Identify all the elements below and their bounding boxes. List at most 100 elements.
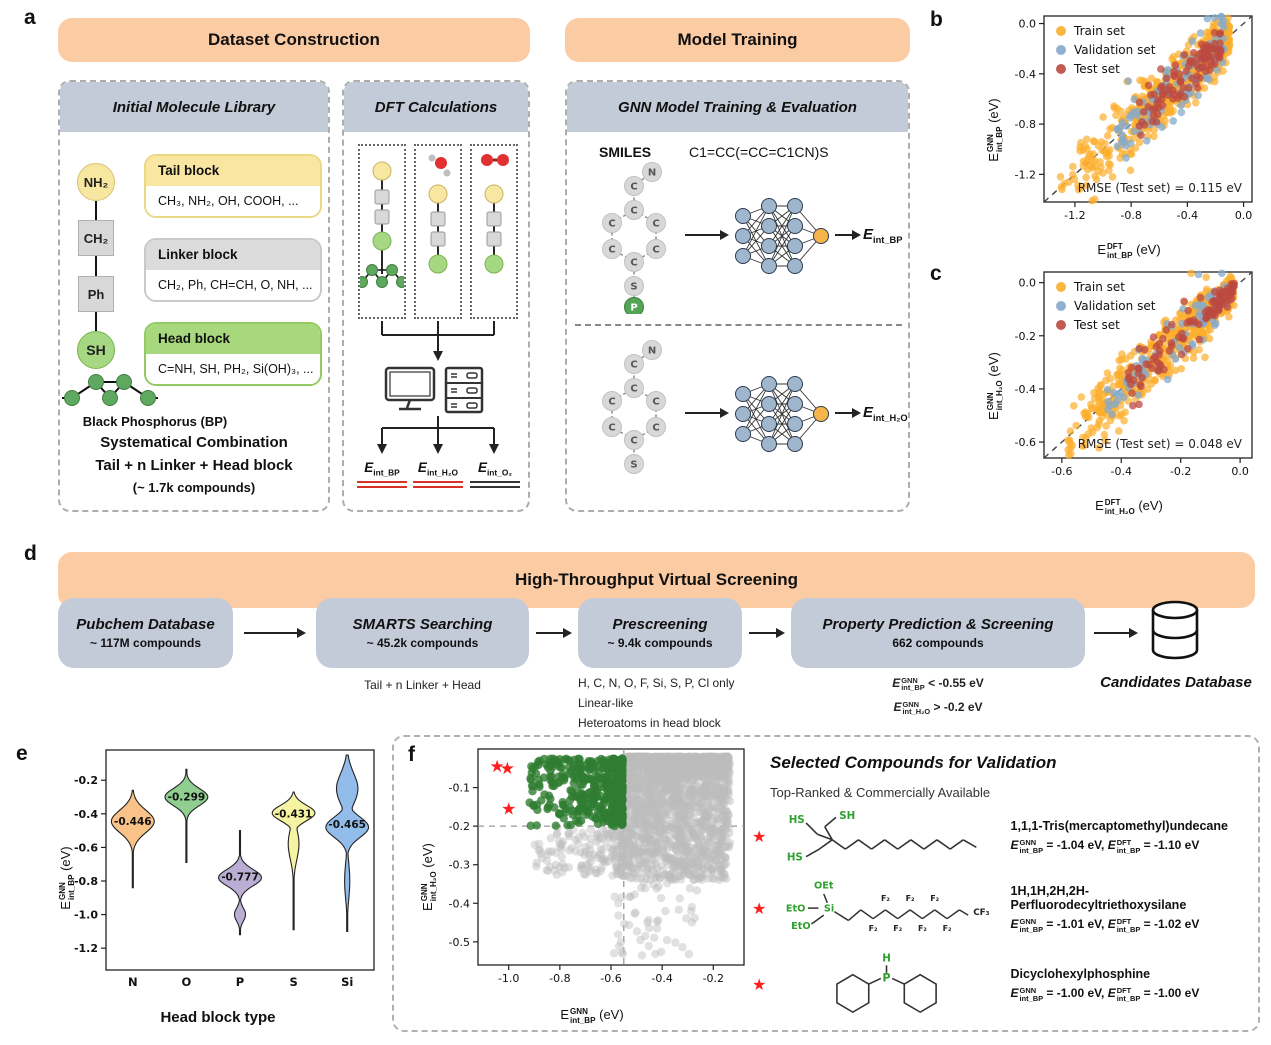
svg-text:C: C bbox=[608, 219, 615, 230]
step-property-prediction: Property Prediction & Screening 662 comp… bbox=[791, 598, 1085, 668]
star-icon: ★ bbox=[752, 901, 767, 918]
panel-f-label: f bbox=[408, 743, 415, 766]
molecule-with-water-icon bbox=[428, 154, 451, 274]
y-axis-label: E GNN int_H₂O (eV) bbox=[419, 843, 438, 911]
chain-linker1-node: CH₂ bbox=[78, 220, 114, 256]
panel-c-label: c bbox=[930, 262, 942, 285]
svg-text:C: C bbox=[652, 397, 659, 408]
svg-text:-0.446: -0.446 bbox=[114, 816, 152, 828]
molecule-with-o2-icon bbox=[481, 154, 509, 274]
step-subtitle: ~ 117M compounds bbox=[89, 636, 202, 650]
step-title: SMARTS Searching bbox=[352, 616, 493, 633]
monitor-icon bbox=[384, 366, 436, 411]
svg-text:C: C bbox=[608, 397, 615, 408]
dft-calculations-panel: DFT Calculations bbox=[342, 80, 530, 512]
step-smarts: SMARTS Searching ~ 45.2k compounds bbox=[316, 598, 529, 668]
molecule-on-bp-icon bbox=[356, 161, 408, 288]
red-underline bbox=[413, 480, 463, 488]
x-axis-label: E DFT int_H₂O (eV) bbox=[1095, 497, 1163, 516]
svg-text:F₂: F₂ bbox=[906, 894, 915, 903]
chain-bond bbox=[95, 201, 97, 220]
svg-text:F₂: F₂ bbox=[869, 924, 878, 933]
criterion-bp: E GNN int_BP < -0.55 eV bbox=[791, 676, 1085, 692]
svg-text:EtO: EtO bbox=[786, 904, 805, 915]
y-axis-label: E GNN int_BP (eV) bbox=[985, 98, 1004, 162]
svg-text:C: C bbox=[608, 423, 615, 434]
arrow-right-icon bbox=[685, 230, 729, 240]
svg-text:Test set: Test set bbox=[1073, 62, 1120, 76]
svg-text:S: S bbox=[630, 282, 637, 293]
prescreening-note-1: H, C, N, O, F, Si, S, P, Cl only bbox=[578, 676, 735, 690]
head-block-items: C=NH, SH, PH₂, Si(OH)₃, ... bbox=[146, 354, 320, 384]
svg-text:N: N bbox=[128, 975, 138, 989]
arrow-right-icon bbox=[685, 408, 729, 418]
row-divider bbox=[575, 324, 902, 326]
database-icon bbox=[1151, 600, 1199, 660]
e-gnn-value: E GNN int_BP = -1.01 eV, bbox=[1010, 916, 1108, 934]
svg-text:★: ★ bbox=[500, 759, 515, 779]
compound-info: Dicyclohexylphosphine E GNN int_BP = -1.00… bbox=[1011, 967, 1254, 1002]
svg-text:Si: Si bbox=[341, 975, 353, 989]
x-axis-label: Head block type bbox=[160, 1009, 276, 1026]
svg-text:-0.6: -0.6 bbox=[1051, 465, 1072, 478]
step-subtitle: ~ 9.4k compounds bbox=[607, 636, 713, 650]
svg-text:-0.4: -0.4 bbox=[1015, 68, 1036, 81]
red-underline bbox=[357, 480, 407, 488]
svg-text:HS: HS bbox=[789, 814, 805, 826]
compound-energies: E GNN int_BP = -1.04 eV, E DFT int_BP = -1.1… bbox=[1011, 838, 1254, 854]
svg-text:P: P bbox=[630, 303, 637, 314]
svg-text:C: C bbox=[630, 384, 637, 395]
svg-text:-0.2: -0.2 bbox=[449, 820, 470, 833]
head-block-violin-chart: -0.2 -0.4 -0.6 -0.8 -1.0 -1.2 N -0.446 O -0.299 P -… bbox=[56, 744, 380, 1001]
gnn-training-panel: GNN Model Training & Evaluation SMILES C… bbox=[565, 80, 910, 512]
svg-text:Train set: Train set bbox=[1073, 24, 1125, 38]
svg-text:P: P bbox=[882, 971, 890, 984]
chain-linker2-node: Ph bbox=[78, 276, 114, 312]
compound-name: Dicyclohexylphosphine bbox=[1010, 967, 1151, 982]
head-block-card: Head block C=NH, SH, PH₂, Si(OH)₃, ... bbox=[144, 322, 322, 386]
svg-text:-0.4: -0.4 bbox=[1015, 383, 1036, 396]
e-int-h2o-criterion: E GNN int_H₂O > -0.2 eV bbox=[893, 699, 983, 717]
e-gnn-value: E GNN int_BP = -1.00 eV, bbox=[1010, 985, 1108, 1003]
smarts-note: Tail + n Linker + Head bbox=[364, 678, 481, 692]
svg-text:C: C bbox=[630, 206, 637, 217]
svg-text:0.0: 0.0 bbox=[1019, 18, 1037, 31]
svg-text:-0.2: -0.2 bbox=[703, 972, 724, 985]
svg-text:-0.2: -0.2 bbox=[74, 774, 98, 787]
svg-text:F₂: F₂ bbox=[918, 924, 927, 933]
gnn-output-e-int-h2o: Eint_H₂O bbox=[863, 404, 908, 423]
compound-structure-2: OEt EtO Si EtO F₂ F₂ F₂ F₂ F₂ F₂ F₂ CF₃ bbox=[786, 881, 990, 933]
e-int-bp-criterion: E GNN int_BP < -0.55 eV bbox=[892, 675, 984, 693]
tail-block-title: Tail block bbox=[146, 156, 320, 186]
svg-text:-0.2: -0.2 bbox=[1170, 465, 1191, 478]
svg-text:-0.4: -0.4 bbox=[1111, 465, 1132, 478]
svg-text:-0.6: -0.6 bbox=[600, 972, 621, 985]
svg-text:Si: Si bbox=[824, 904, 834, 915]
svg-text:-0.465: -0.465 bbox=[328, 819, 366, 831]
panel-d-label: d bbox=[24, 542, 37, 565]
chain-bond bbox=[95, 312, 97, 331]
svg-text:OEt: OEt bbox=[814, 881, 834, 892]
svg-text:Validation set: Validation set bbox=[1074, 43, 1156, 57]
svg-text:-0.4: -0.4 bbox=[1177, 209, 1198, 222]
svg-text:SH: SH bbox=[839, 810, 855, 822]
svg-text:-0.3: -0.3 bbox=[449, 859, 470, 872]
bp-caption: Black Phosphorus (BP) bbox=[82, 414, 228, 429]
y-axis-label: E GNN int_BP (eV) bbox=[57, 846, 76, 910]
svg-text:★: ★ bbox=[501, 799, 516, 819]
svg-text:Validation set: Validation set bbox=[1074, 299, 1156, 313]
compound-energies: E GNN int_BP = -1.00 eV, E DFT int_BP = -1.0… bbox=[1011, 986, 1254, 1002]
screening-scatter: -1.0 -0.8 -0.6 -0.4 -0.2 -0.1 -0.2 -0.3 -0.4 -0.5… bbox=[432, 743, 752, 1000]
compound-structure-3: PH bbox=[836, 953, 937, 1014]
svg-text:-1.0: -1.0 bbox=[74, 909, 98, 922]
combination-line2: Tail + n Linker + Head block bbox=[95, 457, 293, 474]
gnn-panel-title: GNN Model Training & Evaluation bbox=[567, 82, 908, 132]
compound-structure-1: SH HS HS bbox=[787, 810, 977, 863]
arrow-right-icon bbox=[749, 628, 785, 638]
svg-text:RMSE (Test set) = 0.115 eV: RMSE (Test set) = 0.115 eV bbox=[1078, 181, 1243, 195]
svg-text:-0.6: -0.6 bbox=[1015, 436, 1036, 449]
e-dft-value: E DFT int_BP = -1.02 eV bbox=[1107, 916, 1200, 934]
svg-text:-0.8: -0.8 bbox=[74, 875, 98, 888]
model-training-header: Model Training bbox=[565, 18, 910, 62]
